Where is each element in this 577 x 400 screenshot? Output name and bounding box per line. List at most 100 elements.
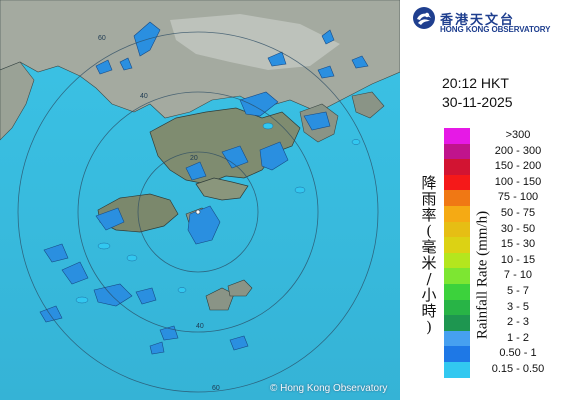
radar-site-marker bbox=[195, 209, 201, 215]
legend-color-swatch bbox=[444, 174, 470, 191]
legend-range-label: 30 - 50 bbox=[500, 222, 536, 235]
ring-label: 40 bbox=[196, 323, 204, 330]
legend-title-char: 小 bbox=[421, 286, 437, 304]
rain-echo bbox=[267, 51, 287, 67]
rain-echo-small bbox=[262, 122, 274, 130]
legend-range-label: 0.50 - 1 bbox=[499, 347, 537, 360]
legend-scale-row: 200 - 300 bbox=[444, 143, 564, 160]
legend-color-swatch bbox=[444, 221, 470, 238]
rainfall-rate-scale: >300 200 - 300 150 - 200 100 - 150 75 - 100 5… bbox=[444, 128, 564, 378]
range-ring-labels: 60 40 20 40 60 bbox=[98, 35, 220, 392]
legend-color-swatch bbox=[444, 361, 470, 378]
legend-color-swatch bbox=[444, 283, 470, 300]
hko-name-english: HONG KONG OBSERVATORY bbox=[440, 25, 551, 34]
legend-title-char: 毫 bbox=[421, 238, 437, 256]
observation-time: 20:12 HKT bbox=[442, 75, 509, 91]
legend-title-char: ( bbox=[426, 222, 432, 240]
legend-title-char: / bbox=[426, 270, 432, 288]
western-peninsula bbox=[0, 61, 35, 141]
hk-kowloon-island bbox=[195, 177, 249, 201]
rain-echo bbox=[119, 57, 133, 71]
rain-echo-small bbox=[294, 186, 306, 194]
legend-range-label: >300 bbox=[505, 129, 531, 141]
radar-map[interactable]: 60 40 20 40 60 © Hong Kong Observatory bbox=[0, 0, 400, 400]
legend-color-swatch bbox=[444, 237, 470, 253]
rain-echo bbox=[185, 161, 207, 181]
legend-scale-row: >300 bbox=[444, 128, 564, 144]
rain-echo-small bbox=[126, 254, 138, 262]
legend-color-swatch bbox=[444, 159, 470, 175]
eastern-islands-2 bbox=[351, 91, 385, 119]
legend-range-label: 2 - 3 bbox=[506, 316, 529, 329]
legend-range-label: 15 - 30 bbox=[500, 238, 536, 251]
rain-echo bbox=[239, 91, 279, 117]
rain-echo bbox=[351, 55, 369, 69]
legend-range-label: 200 - 300 bbox=[494, 144, 542, 157]
rain-echo bbox=[229, 335, 249, 351]
legend-color-swatch bbox=[444, 346, 470, 362]
legend-scale-row: 75 - 100 bbox=[444, 190, 564, 206]
rain-echo bbox=[93, 283, 133, 307]
range-ring bbox=[17, 31, 379, 393]
legend-range-label: 0.15 - 0.50 bbox=[491, 362, 545, 375]
legend-color-swatch bbox=[444, 299, 470, 316]
legend-title-char: 雨 bbox=[421, 190, 437, 208]
rain-echo-small bbox=[177, 287, 187, 293]
legend-color-swatch bbox=[444, 252, 470, 269]
legend-scale-row: 50 - 75 bbox=[444, 205, 564, 222]
observation-date: 30-11-2025 bbox=[442, 94, 513, 110]
legend-scale-row: 0.15 - 0.50 bbox=[444, 361, 564, 378]
rain-echo bbox=[187, 205, 221, 245]
range-rings bbox=[17, 31, 379, 393]
legend-panel: 香港天文台 HONG KONG OBSERVATORY 20:12 HKT 30… bbox=[400, 0, 577, 400]
legend-range-label: 100 - 150 bbox=[494, 175, 542, 188]
rain-echo bbox=[43, 243, 69, 263]
southern-island bbox=[205, 287, 235, 311]
legend-color-swatch bbox=[444, 190, 470, 206]
rain-echo-small bbox=[97, 242, 111, 250]
rain-echo-small bbox=[75, 296, 89, 304]
legend-range-label: 50 - 75 bbox=[500, 206, 536, 219]
legend-range-label: 150 - 200 bbox=[494, 160, 542, 173]
hko-logo[interactable]: 香港天文台 HONG KONG OBSERVATORY bbox=[412, 6, 577, 34]
rain-echo bbox=[95, 59, 113, 75]
legend-scale-row: 150 - 200 bbox=[444, 159, 564, 175]
rain-echoes bbox=[39, 21, 369, 355]
rain-echo-small bbox=[351, 139, 361, 145]
legend-color-swatch bbox=[444, 143, 470, 160]
radar-map-canvas: 60 40 20 40 60 bbox=[0, 0, 400, 400]
rain-echo bbox=[321, 29, 335, 45]
ring-label: 60 bbox=[212, 385, 220, 392]
ring-label: 60 bbox=[98, 35, 106, 42]
legend-scale-row: 30 - 50 bbox=[444, 221, 564, 238]
legend-title-char: ) bbox=[426, 318, 432, 336]
legend-scale-row: 2 - 3 bbox=[444, 315, 564, 331]
legend-title-char: 率 bbox=[421, 206, 437, 224]
ring-label: 40 bbox=[140, 93, 148, 100]
legend-title-chinese: 降 雨 率 ( 毫 米 / 小 時 ) bbox=[418, 175, 440, 335]
range-ring bbox=[77, 91, 319, 333]
legend-range-label: 10 - 15 bbox=[500, 253, 536, 266]
legend-scale-row: 3 - 5 bbox=[444, 299, 564, 316]
rain-echo bbox=[135, 287, 157, 305]
ring-label: 20 bbox=[190, 155, 198, 162]
rain-echo bbox=[317, 65, 335, 79]
legend-scale-row: 15 - 30 bbox=[444, 237, 564, 253]
legend-range-label: 3 - 5 bbox=[506, 300, 529, 313]
legend-title-char: 降 bbox=[421, 174, 437, 192]
legend-color-swatch bbox=[444, 205, 470, 222]
hko-name-chinese: 香港天文台 bbox=[440, 13, 516, 28]
legend-scale-row: 10 - 15 bbox=[444, 252, 564, 269]
legend-range-label: 5 - 7 bbox=[506, 284, 529, 297]
copyright-notice: © Hong Kong Observatory bbox=[270, 383, 388, 394]
legend-title-char: 時 bbox=[421, 302, 437, 320]
hko-emblem-icon bbox=[413, 7, 435, 29]
legend-scale-row: 7 - 10 bbox=[444, 268, 564, 284]
rain-echo bbox=[61, 261, 89, 285]
southeast-island bbox=[227, 279, 253, 297]
legend-color-swatch bbox=[444, 128, 470, 144]
legend-scale-row: 0.50 - 1 bbox=[444, 346, 564, 362]
legend-scale-row: 100 - 150 bbox=[444, 174, 564, 191]
rain-echo bbox=[39, 305, 63, 323]
